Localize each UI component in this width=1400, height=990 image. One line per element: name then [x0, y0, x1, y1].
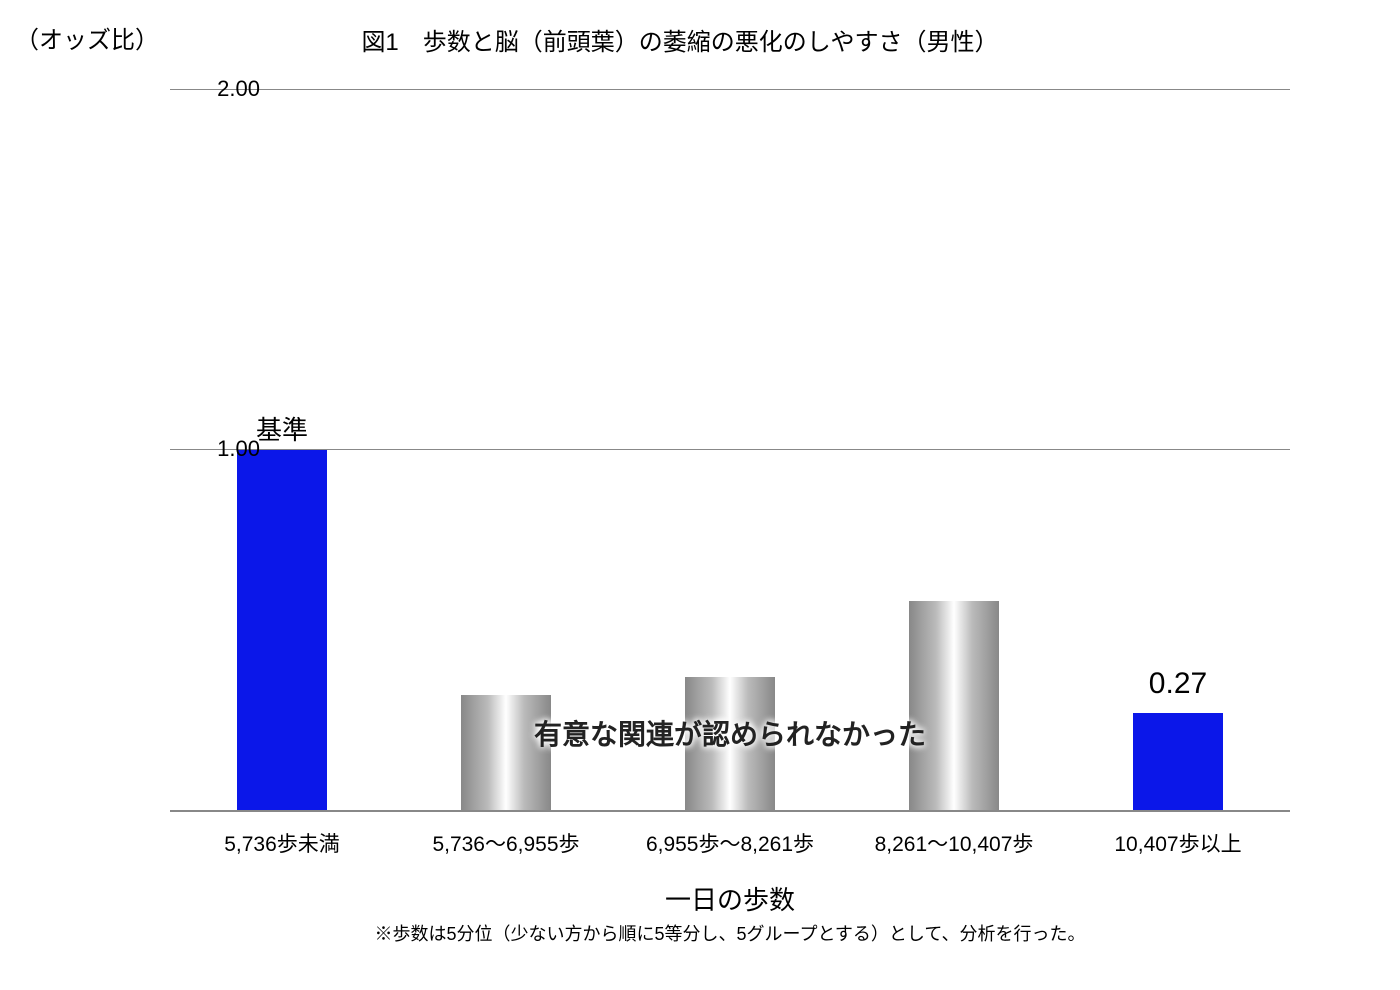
overlay-annotation: 有意な関連が認められなかった — [394, 713, 1066, 753]
gridline — [170, 449, 1290, 450]
bar — [1133, 713, 1223, 810]
chart-container: （オッズ比） 図1 歩数と脳（前頭葉）の萎縮の悪化のしやすさ（男性） 一日の歩数… — [0, 0, 1400, 990]
bar — [909, 601, 999, 810]
bar-value-label: 0.27 — [1093, 667, 1263, 701]
gridline — [170, 89, 1290, 90]
category-label: 5,736歩未満 — [170, 828, 394, 858]
category-label: 6,955歩〜8,261歩 — [618, 828, 842, 858]
category-label: 10,407歩以上 — [1066, 828, 1290, 858]
yaxis-corner-label: （オッズ比） — [15, 20, 159, 55]
footnote: ※歩数は5分位（少ない方から順に5等分し、5グループとする）として、分析を行った… — [170, 920, 1290, 946]
plot-area — [170, 90, 1290, 812]
bar-top-label: 基準 — [197, 410, 367, 447]
category-label: 5,736〜6,955歩 — [394, 828, 618, 858]
category-label: 8,261〜10,407歩 — [842, 828, 1066, 858]
ytick-label: 2.00 — [200, 76, 260, 102]
xaxis-title: 一日の歩数 — [170, 880, 1290, 917]
chart-title: 図1 歩数と脳（前頭葉）の萎縮の悪化のしやすさ（男性） — [280, 22, 1080, 57]
bar — [237, 450, 327, 810]
